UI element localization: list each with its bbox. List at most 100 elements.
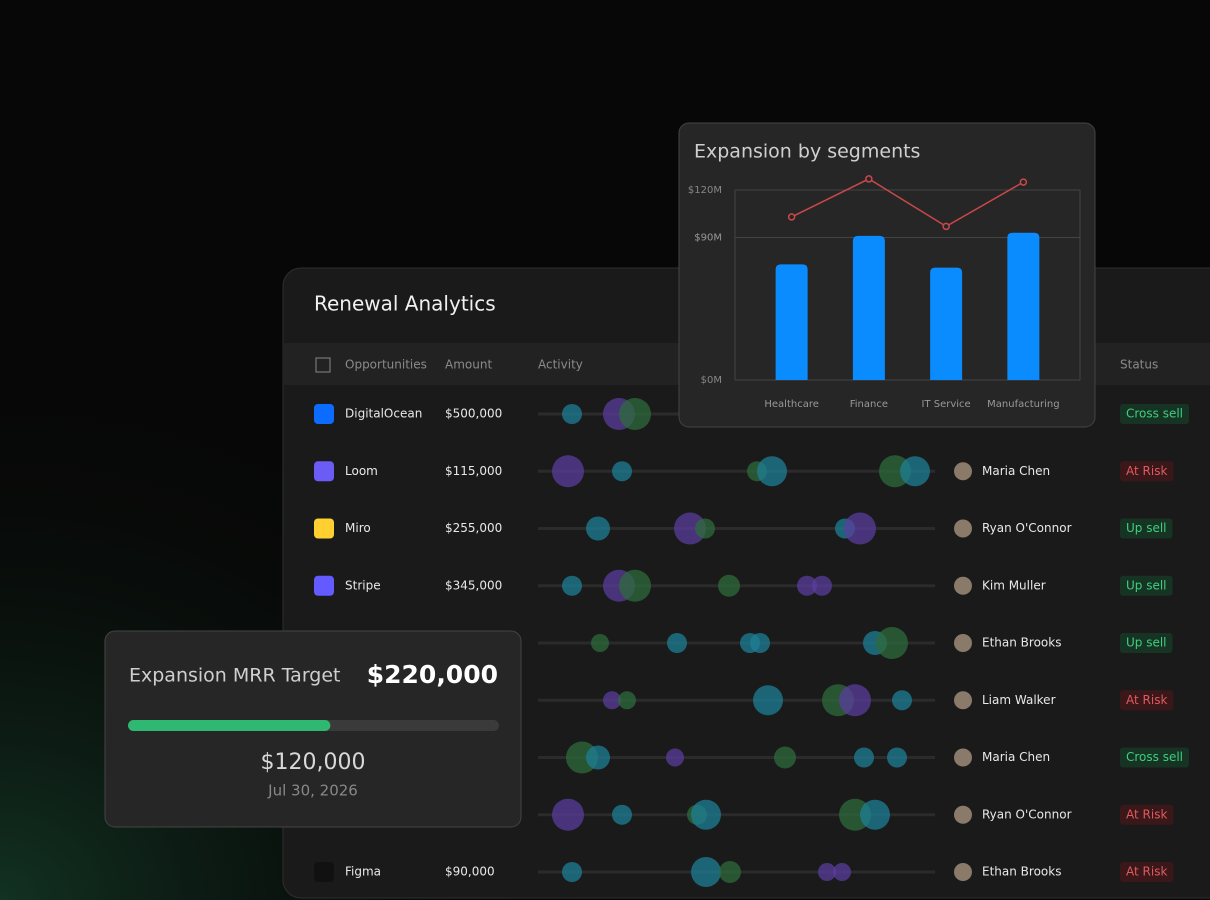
activity-bubble xyxy=(612,804,632,825)
owner: Ryan O'Connor xyxy=(982,807,1072,821)
activity-bubble xyxy=(833,863,851,881)
chart-title: Expansion by segments xyxy=(694,141,920,163)
line-point xyxy=(865,175,873,183)
line-point xyxy=(1019,178,1028,186)
status: Up sell xyxy=(1126,578,1167,592)
owner: Ryan O'Connor xyxy=(982,521,1072,535)
owner: Maria Chen xyxy=(982,750,1050,764)
company-name: Loom xyxy=(345,464,378,478)
bar xyxy=(930,267,963,380)
activity-bubble xyxy=(562,575,582,596)
company-icon xyxy=(314,518,334,539)
y-tick-label: $90M xyxy=(694,233,722,244)
mrr-current: $120,000 xyxy=(261,750,366,775)
status: Up sell xyxy=(1126,636,1167,650)
activity-bubble xyxy=(695,518,715,539)
activity-bubble xyxy=(854,747,874,768)
bar xyxy=(852,235,885,380)
activity-bubble xyxy=(552,798,584,831)
x-tick-label: IT Service xyxy=(922,399,971,410)
activity-bubble xyxy=(619,569,651,602)
table-rows: DigitalOcean $500,000 Cross sell Loom $115,0… xyxy=(314,398,1190,887)
activity-bubble xyxy=(612,461,632,482)
status-pill xyxy=(1120,633,1173,653)
activity-bubble xyxy=(691,799,721,830)
company-name: Miro xyxy=(345,521,371,535)
avatar xyxy=(954,748,972,767)
line-point xyxy=(942,222,950,231)
activity-bubble xyxy=(844,512,876,545)
column-header: Amount xyxy=(445,358,492,372)
column-header: Status xyxy=(1120,358,1158,372)
status-pill xyxy=(1120,518,1173,539)
status: At Risk xyxy=(1126,807,1167,821)
company-name: Stripe xyxy=(345,578,381,592)
avatar xyxy=(954,691,972,710)
activity-bubble xyxy=(812,575,832,596)
status: At Risk xyxy=(1126,464,1167,478)
activity-bubble xyxy=(876,627,908,659)
status: At Risk xyxy=(1126,865,1167,879)
activity-bubble xyxy=(562,404,582,424)
line xyxy=(791,178,1024,228)
line-point xyxy=(787,213,796,221)
avatar xyxy=(954,863,972,881)
progress-fill xyxy=(128,720,331,731)
activity-bubble xyxy=(667,633,687,653)
amount: $90,000 xyxy=(445,865,495,879)
owner: Ethan Brooks xyxy=(982,636,1061,650)
mrr-title: Expansion MRR Target xyxy=(129,665,341,687)
status-pill xyxy=(1120,404,1190,424)
status-pill xyxy=(1120,690,1174,711)
owner: Maria Chen xyxy=(982,464,1050,478)
company-icon xyxy=(314,404,334,424)
activity-bubble xyxy=(586,516,610,541)
activity-bubble xyxy=(666,748,684,767)
activity-bubble xyxy=(860,799,890,830)
status-pill xyxy=(1120,461,1174,482)
header-icon xyxy=(315,357,331,373)
activity-bubble xyxy=(674,512,706,545)
status-pill xyxy=(1120,804,1174,825)
owner: Ethan Brooks xyxy=(982,865,1061,879)
company-name: Figma xyxy=(345,865,381,879)
activity-bubble xyxy=(719,861,741,883)
avatar xyxy=(954,519,972,538)
activity-bubble xyxy=(887,747,907,768)
activity-bubble xyxy=(750,633,770,653)
x-tick-label: Manufacturing xyxy=(987,399,1059,410)
amount: $500,000 xyxy=(445,407,502,421)
y-tick-label: $90M xyxy=(694,233,722,244)
activity-bubble xyxy=(618,691,636,710)
activity-bubble xyxy=(818,863,836,881)
owner: Liam Walker xyxy=(982,693,1056,707)
activity-bubble xyxy=(839,684,871,717)
status: Up sell xyxy=(1126,521,1167,535)
column-header: Activity xyxy=(538,358,583,372)
avatar xyxy=(954,634,972,652)
avatar xyxy=(954,462,972,481)
status-pill xyxy=(1120,862,1174,882)
owner: Kim Muller xyxy=(982,578,1046,592)
activity-bubble xyxy=(757,456,787,487)
bar xyxy=(1007,232,1040,380)
amount: $345,000 xyxy=(445,578,502,592)
activity-bubble xyxy=(586,745,610,770)
status: Cross sell xyxy=(1126,407,1183,421)
avatar xyxy=(954,805,972,824)
company-name: DigitalOcean xyxy=(345,407,422,421)
x-tick-label: Finance xyxy=(850,399,888,410)
amount: $115,000 xyxy=(445,464,502,478)
activity-bubble xyxy=(797,575,817,596)
activity-bubble xyxy=(691,857,721,887)
activity-bubble xyxy=(562,862,582,882)
activity-bubble xyxy=(718,574,740,597)
company-icon xyxy=(314,461,334,482)
activity-bubble xyxy=(603,691,621,710)
mrr-card: Expansion MRR Target $220,000 $120,000 Ju… xyxy=(104,630,522,828)
amount: $255,000 xyxy=(445,521,502,535)
column-header: Opportunities xyxy=(345,358,427,372)
activity-bubble xyxy=(591,634,609,652)
status: At Risk xyxy=(1126,693,1167,707)
